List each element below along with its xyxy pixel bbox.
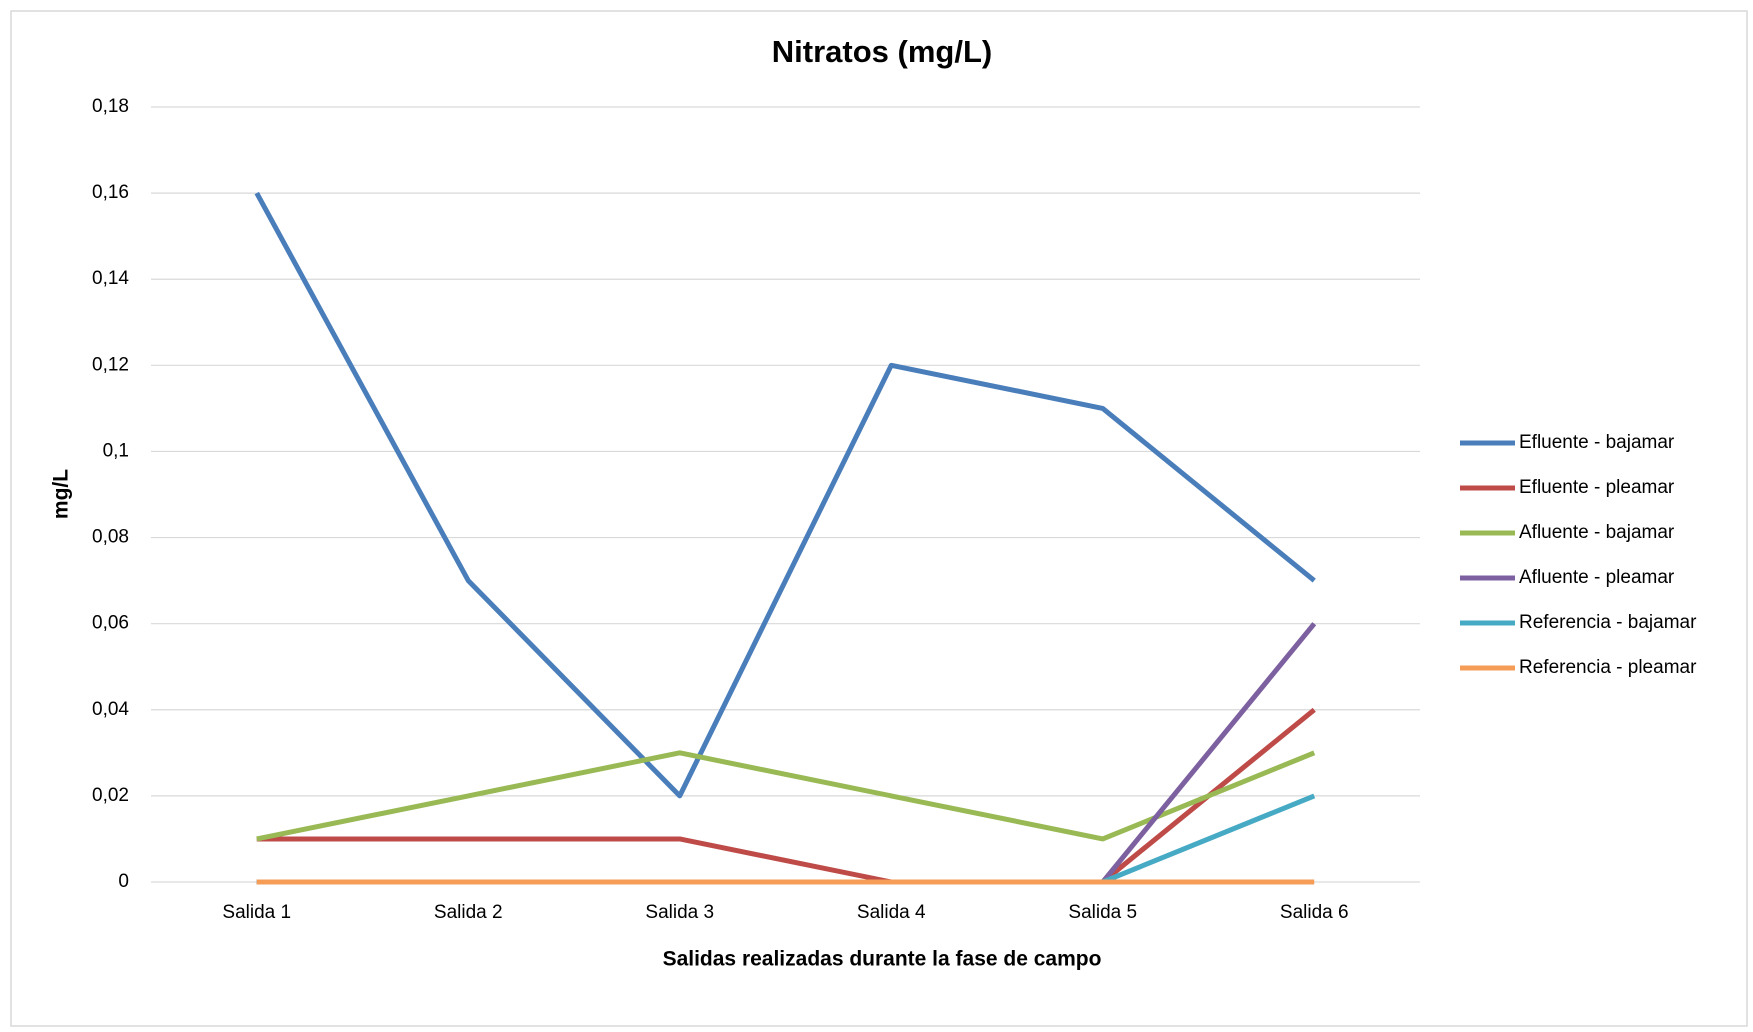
legend-label: Referencia - bajamar xyxy=(1519,612,1697,633)
legend-label: Afluente - bajamar xyxy=(1519,522,1675,543)
series-line xyxy=(256,750,1316,842)
x-axis-label: Salidas realizadas durante la fase de ca… xyxy=(663,948,1102,971)
x-tick-label: Salida 6 xyxy=(1280,902,1349,923)
x-tick-label: Salida 1 xyxy=(222,902,291,923)
y-tick-label: 0,04 xyxy=(92,699,129,720)
y-tick-label: 0,12 xyxy=(92,354,129,375)
y-tick-label: 0,1 xyxy=(103,440,129,461)
y-tick-label: 0 xyxy=(118,871,129,892)
y-tick-label: 0,16 xyxy=(92,182,129,203)
series-line xyxy=(254,191,1316,799)
legend-label: Efluente - pleamar xyxy=(1519,477,1675,498)
legend-label: Afluente - pleamar xyxy=(1519,567,1675,588)
chart-frame xyxy=(10,10,1748,1027)
y-tick-label: 0,14 xyxy=(92,268,129,289)
chart-title: Nitratos (mg/L) xyxy=(772,34,992,69)
y-tick-label: 0,08 xyxy=(92,527,129,548)
y-axis-label: mg/L xyxy=(50,469,73,519)
x-tick-label: Salida 3 xyxy=(645,902,714,923)
legend-label: Referencia - pleamar xyxy=(1519,657,1697,678)
y-tick-label: 0,06 xyxy=(92,613,129,634)
y-tick-label: 0,18 xyxy=(92,96,129,117)
x-tick-label: Salida 2 xyxy=(434,902,503,923)
series-line xyxy=(256,707,1316,885)
y-tick-label: 0,02 xyxy=(92,785,129,806)
x-tick-label: Salida 5 xyxy=(1068,902,1137,923)
legend-label: Efluente - bajamar xyxy=(1519,432,1675,453)
x-tick-label: Salida 4 xyxy=(857,902,926,923)
